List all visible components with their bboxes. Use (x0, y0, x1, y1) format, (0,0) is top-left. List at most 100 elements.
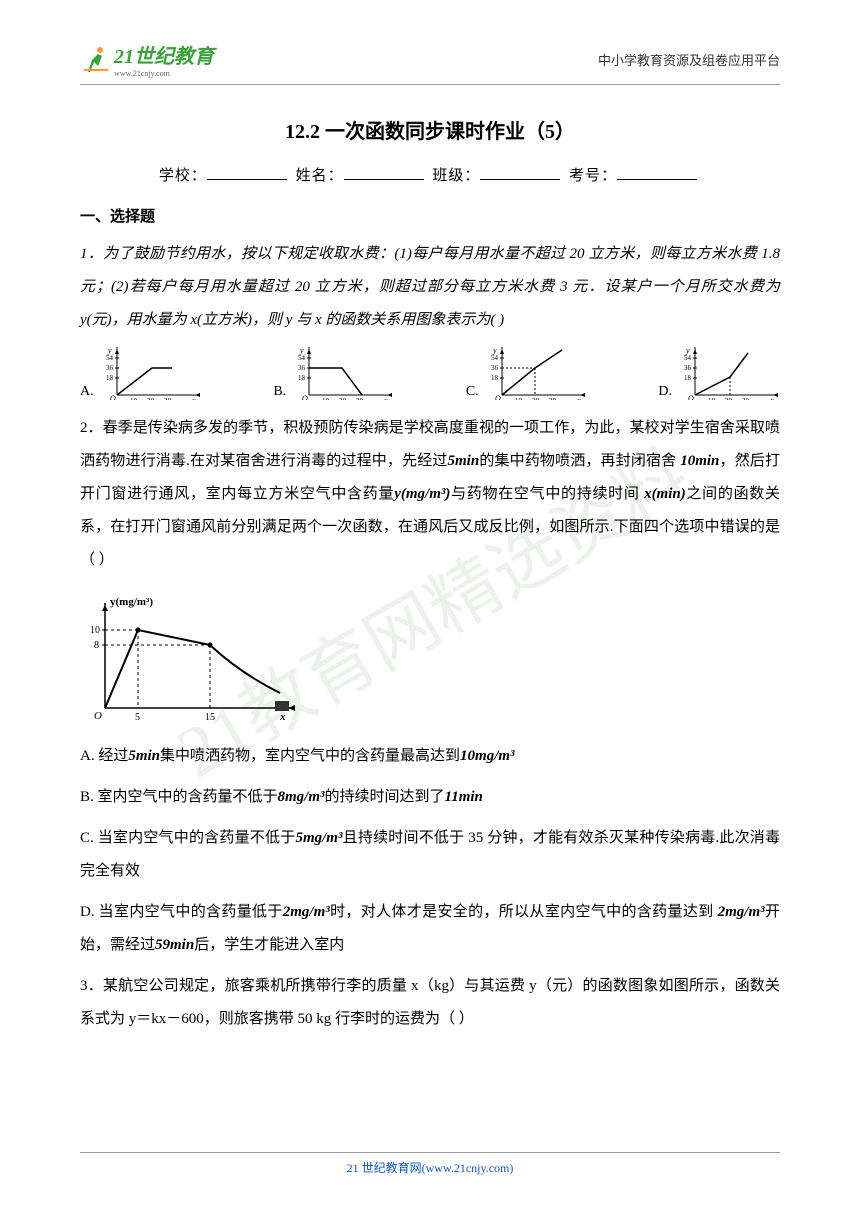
school-blank[interactable] (207, 179, 287, 180)
logo-text: 21世纪教育 (114, 46, 214, 68)
svg-text:y: y (299, 346, 304, 355)
q2a-t: 5min (128, 748, 160, 764)
graph-a-icon: 543618 102030 xy O (102, 345, 202, 400)
svg-text:10: 10 (708, 397, 716, 400)
svg-text:36: 36 (491, 364, 499, 372)
student-info-line: 学校： 姓名： 班级： 考号： (80, 164, 780, 185)
svg-text:20: 20 (147, 397, 155, 400)
opt-c-label: C. (466, 384, 479, 400)
q2-p3: 与药物在空气中的持续时间 (450, 486, 639, 502)
svg-text:x: x (279, 711, 286, 723)
svg-text:O: O (495, 394, 501, 400)
class-blank[interactable] (480, 179, 560, 180)
graph-c-icon: 543618 102030 xy O (487, 345, 587, 400)
q2-graph-icon: y(mg/m³) 10 8 5 15 x O (80, 593, 300, 723)
q1-text: 1．为了鼓励节约用水，按以下规定收取水费：(1)每户每月用水量不超过 20 立方… (80, 246, 780, 328)
name-blank[interactable] (344, 179, 424, 180)
graph-b-icon: 543618 102030 xy O (294, 345, 394, 400)
q1-option-b[interactable]: B. 543618 102030 xy O (273, 345, 394, 400)
svg-text:O: O (688, 394, 694, 400)
q2-option-d[interactable]: D. 当室内空气中的含药量低于2mg/m³时，对人体才是安全的，所以从室内空气中… (80, 896, 780, 962)
svg-text:10: 10 (130, 397, 138, 400)
q2a-post: 集中喷洒药物，室内空气中的含药量最高达到 (160, 748, 460, 764)
svg-text:x: x (576, 396, 581, 400)
svg-text:O: O (110, 394, 116, 400)
q2-x: x(min) (644, 486, 686, 502)
q1-option-a[interactable]: A. 543618 102030 xy O (80, 345, 202, 400)
svg-text:36: 36 (298, 364, 306, 372)
svg-text:y: y (492, 346, 497, 355)
q2a-pre: A. 经过 (80, 748, 128, 764)
svg-text:20: 20 (532, 397, 540, 400)
svg-text:18: 18 (298, 374, 306, 382)
footer-url[interactable]: (www.21cnjy.com) (422, 1161, 514, 1175)
svg-text:54: 54 (491, 354, 499, 362)
q2-option-b[interactable]: B. 室内空气中的含药量不低于8mg/m³的持续时间达到了11min (80, 781, 780, 814)
q2d-val: 2mg/m³ (283, 904, 330, 920)
svg-text:15: 15 (205, 712, 215, 723)
q2a-val: 10mg/m³ (460, 748, 515, 764)
q2-p1: 的集中药物喷洒，再封闭宿舍 (479, 453, 676, 469)
svg-text:18: 18 (106, 374, 114, 382)
q2c-pre: C. 当室内空气中的含药量不低于 (80, 830, 295, 846)
name-label: 姓名： (296, 168, 344, 184)
q1-option-d[interactable]: D. 54 36 18 10 20 30 x y O (658, 345, 780, 400)
svg-text:x: x (383, 396, 388, 400)
svg-text:30: 30 (356, 397, 364, 400)
section-header: 一、选择题 (80, 205, 780, 226)
svg-text:y(mg/m³): y(mg/m³) (110, 596, 153, 608)
q2d-pre: D. 当室内空气中的含药量低于 (80, 904, 283, 920)
q2b-val: 8mg/m³ (278, 789, 325, 805)
q2-y: y(mg/m³) (394, 486, 450, 502)
q2-option-c[interactable]: C. 当室内空气中的含药量不低于5mg/m³且持续时间不低于 35 分钟，才能有… (80, 822, 780, 888)
class-label: 班级： (432, 168, 480, 184)
q2d-t: 59min (155, 937, 194, 953)
svg-text:30: 30 (742, 397, 750, 400)
q2d-val2: 2mg/m³ (718, 904, 765, 920)
svg-text:36: 36 (106, 364, 114, 372)
page-footer: 21 世纪教育网(www.21cnjy.com) (80, 1152, 780, 1176)
svg-text:x: x (191, 396, 196, 400)
svg-text:30: 30 (164, 397, 172, 400)
logo-url: www.21cnjy.com (114, 69, 214, 78)
platform-label: 中小学教育资源及组卷应用平台 (598, 50, 780, 69)
q2b-pre: B. 室内空气中的含药量不低于 (80, 789, 278, 805)
q2-10min: 10min (680, 453, 719, 469)
graph-d-icon: 54 36 18 10 20 30 x y O (680, 345, 780, 400)
q2-5min: 5min (448, 453, 480, 469)
svg-text:20: 20 (339, 397, 347, 400)
svg-text:x: x (769, 396, 774, 400)
q2b-post: 的持续时间达到了 (325, 789, 445, 805)
q2b-t: 11min (445, 789, 483, 805)
q1-options: A. 54 36 18 10 20 30 x y O B. 54 36 18 10 20 30 (80, 345, 780, 400)
svg-text:10: 10 (90, 625, 100, 636)
svg-text:30: 30 (549, 397, 557, 400)
q2d-end: 后，学生才能进入室内 (194, 937, 344, 953)
question-3: 3．某航空公司规定，旅客乘机所携带行李的质量 x（kg）与其运费 y（元）的函数… (80, 970, 780, 1036)
svg-text:54: 54 (106, 354, 114, 362)
svg-text:36: 36 (684, 364, 692, 372)
svg-text:54: 54 (684, 354, 692, 362)
runner-icon (80, 44, 110, 74)
id-blank[interactable] (617, 179, 697, 180)
opt-a-label: A. (80, 384, 94, 400)
logo: 21世纪教育 www.21cnjy.com (80, 40, 214, 78)
svg-text:18: 18 (491, 374, 499, 382)
q2c-val: 5mg/m³ (295, 830, 342, 846)
svg-text:10: 10 (322, 397, 330, 400)
svg-text:8: 8 (94, 640, 99, 651)
question-2: 2．春季是传染病多发的季节，积极预防传染病是学校高度重视的一项工作，为此，某校对… (80, 412, 780, 577)
svg-text:y: y (685, 346, 690, 355)
content-area: 12.2 一次函数同步课时作业（5） 学校： 姓名： 班级： 考号： 一、选择题… (80, 85, 780, 1036)
footer-brand: 21 世纪教育网 (347, 1161, 422, 1175)
opt-d-label: D. (658, 384, 672, 400)
svg-text:O: O (94, 710, 102, 722)
opt-b-label: B. (273, 384, 286, 400)
school-label: 学校： (159, 168, 207, 184)
id-label: 考号： (569, 168, 617, 184)
svg-text:20: 20 (725, 397, 733, 400)
svg-text:18: 18 (684, 374, 692, 382)
page-title: 12.2 一次函数同步课时作业（5） (80, 115, 780, 144)
q2-option-a[interactable]: A. 经过5min集中喷洒药物，室内空气中的含药量最高达到10mg/m³ (80, 740, 780, 773)
q1-option-c[interactable]: C. 543618 102030 xy O (466, 345, 587, 400)
